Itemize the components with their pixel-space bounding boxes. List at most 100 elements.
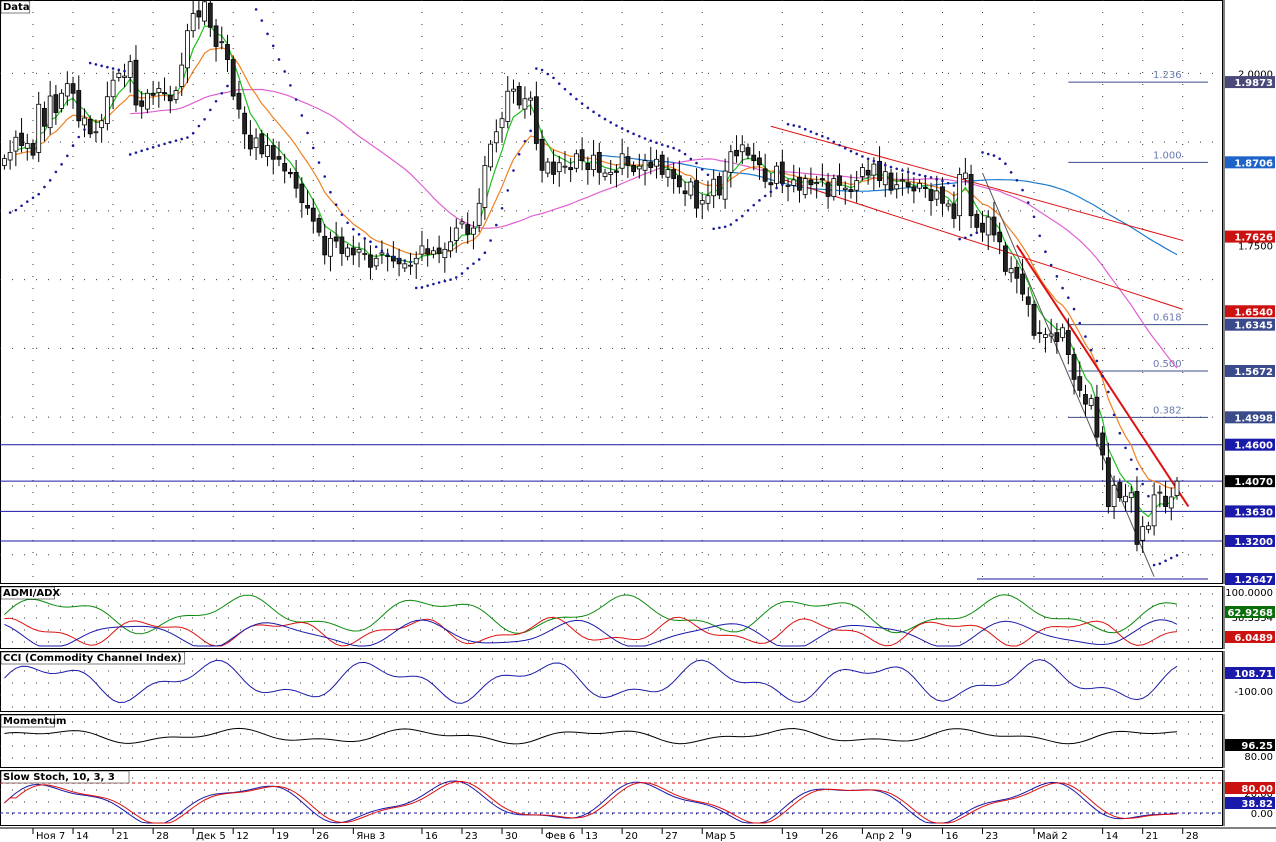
sar-dot [1049,263,1053,267]
candle-body [362,253,368,255]
candle [1163,481,1168,514]
candle-body [53,94,59,113]
candle [1094,384,1100,447]
candle-body [671,169,677,179]
price-tag-text: 1.3200 [1234,537,1273,548]
candle-body [350,247,356,256]
candle [1134,476,1140,552]
sar-dot [197,124,201,128]
candle-body [694,180,699,209]
candle-body [242,112,248,135]
candle [53,85,59,125]
sar-dot [340,213,344,217]
candle [619,138,625,176]
candle [459,217,465,229]
sar-dot [306,131,309,135]
candle [1003,241,1008,276]
candle-body [819,178,825,181]
price-tag: 1.4070 [1225,475,1275,488]
stoch-d-line [4,780,1178,824]
candle [345,243,351,261]
candle-body [779,161,785,184]
price-tag-bg [1225,305,1275,318]
candle-body [402,263,408,269]
candle-body [379,252,385,255]
candle [574,149,579,173]
candle [488,140,494,171]
candle-body [162,92,167,95]
sar-dot [998,157,1001,161]
candle [631,161,636,176]
sar-dot [895,167,899,171]
candle-body [980,222,985,233]
candle [430,246,436,259]
candle-body [1048,333,1054,337]
sar-dot [906,170,910,174]
sar-dot [20,204,23,208]
candle [2,154,7,170]
x-axis-label: 28 [1186,831,1199,842]
candle-body [59,92,64,109]
candle [665,157,671,187]
candle [162,77,167,101]
candle-body [511,88,516,92]
candle [47,80,53,135]
panel-value-tag: 80.00 [1225,782,1275,795]
sar-dot [260,19,264,22]
candle-body [93,131,99,134]
candle [962,157,968,186]
candle [476,188,482,233]
sar-dot [952,184,956,187]
panel-value-tag-text: 62.9268 [1227,608,1273,619]
price-tag-bg [1225,230,1275,243]
candle [802,174,808,199]
candle-body [202,1,208,22]
sar-dot [1169,556,1173,560]
sar-dot [924,174,927,178]
candle-body [928,189,934,201]
candle-body [762,168,768,182]
candle-body [104,96,110,124]
panel-title-momentum: Momentum [3,716,66,727]
candle [791,164,797,193]
sar-dot [60,163,63,166]
sar-dot [1129,458,1133,461]
candle [957,167,963,231]
x-axis-label: 30 [505,831,518,842]
sar-dot [1095,359,1099,363]
candle [442,242,448,273]
sar-dot [369,240,372,244]
panel-title-stoch: Slow Stoch, 10, 3, 3 [3,772,115,783]
sar-dot [363,237,367,240]
sar-dot [1164,559,1167,563]
price-tag-text: 1.6540 [1234,307,1273,318]
candle [1123,483,1128,512]
candle [745,143,751,160]
sar-dot [552,76,555,80]
sar-dot [712,227,715,231]
sar-dot [220,91,224,95]
sar-dot [603,117,607,121]
candle-body [499,118,505,129]
candle [36,91,42,163]
ema-slow-line [15,47,1178,489]
sar-dot [191,131,195,135]
sar-dot [592,110,595,114]
panel-value-tag-text: 108.71 [1234,669,1273,680]
sar-dot [477,258,481,261]
sar-dot [71,144,75,147]
candle [917,179,922,193]
candle [436,235,442,264]
candle [413,251,419,279]
candle [854,170,860,203]
sar-dot [992,154,996,157]
sar-dot [729,223,733,226]
candle-body [139,100,145,107]
sar-dot [735,218,738,222]
candle-body [568,167,574,171]
candle-body [270,145,276,160]
sar-dot [123,69,126,73]
candle [1008,256,1014,283]
candle-body [19,132,24,146]
candle [814,175,820,199]
